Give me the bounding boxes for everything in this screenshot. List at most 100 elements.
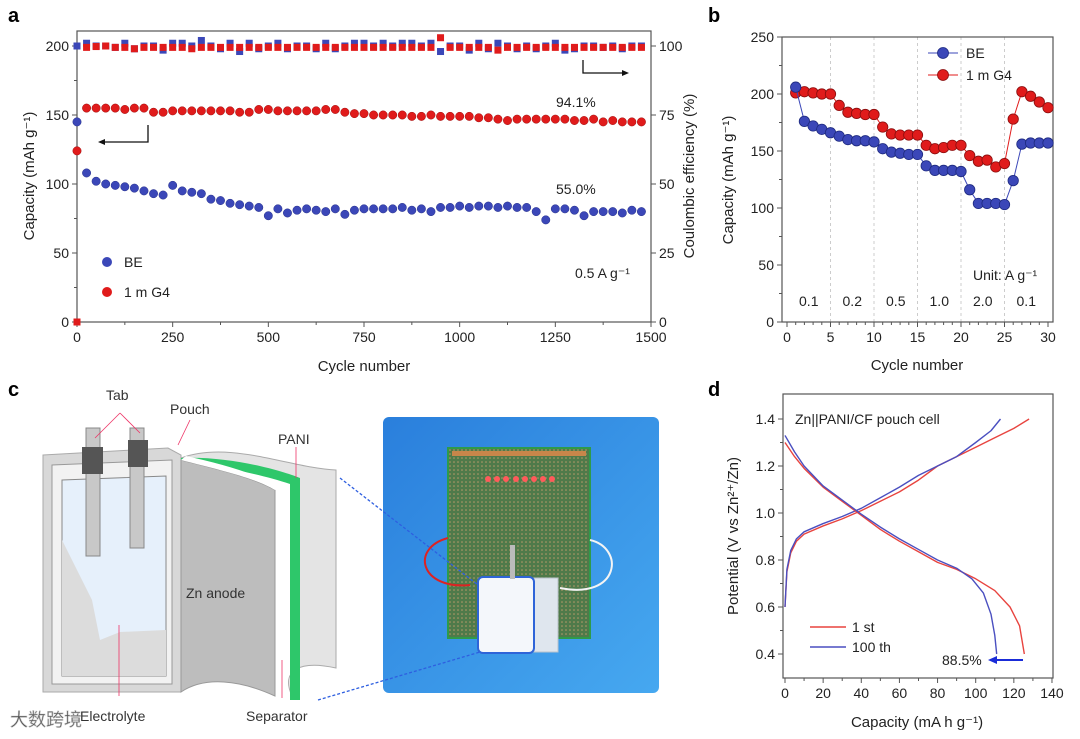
a-capacity-point-g4 [550, 114, 560, 124]
b-legend-marker-g4 [937, 69, 949, 81]
b-xlabel: Cycle number [871, 357, 964, 374]
pouch-cell [477, 576, 535, 654]
d-legend-100th: 100 th [852, 639, 891, 655]
a-capacity-point-g4 [349, 109, 359, 119]
a-ce-point-g4 [130, 45, 138, 53]
a-ce-point-be [427, 39, 435, 47]
a-capacity-point-be [416, 204, 426, 214]
b-ylabel: Capacity (mAh g⁻¹) [720, 116, 737, 245]
a-ce-point-g4 [140, 43, 148, 51]
a-capacity-point-be [397, 203, 407, 212]
d-curve-100th-charge [784, 418, 1002, 608]
a-ce-point-g4 [92, 43, 100, 51]
a-ce-point-g4 [188, 45, 196, 53]
a-capacity-point-be [72, 117, 82, 127]
a-ce-point-g4 [255, 43, 263, 51]
cell-tab [510, 545, 515, 579]
label-zn-anode: Zn anode [186, 585, 245, 601]
a-capacity-point-be [129, 183, 139, 193]
panel-label-a: a [8, 5, 20, 27]
a-ce-point-g4 [408, 43, 416, 51]
a-capacity-point-g4 [283, 106, 292, 116]
watermark: 大数跨境 [10, 710, 82, 730]
a-capacity-point-be [388, 204, 398, 214]
a-ce-point-g4 [217, 43, 224, 51]
a-ce-point-be [350, 39, 358, 47]
a-capacity-point-g4 [416, 111, 426, 121]
b-point-be [920, 160, 932, 172]
b-point-g4 [833, 99, 845, 112]
a-capacity-point-g4 [531, 114, 541, 124]
a-capacity-point-be [608, 207, 618, 217]
a-y2tick-label: 0 [659, 314, 667, 330]
a-xtick-label: 1000 [444, 329, 475, 345]
a-capacity-point-be [483, 201, 493, 211]
b-point-g4 [1042, 102, 1054, 114]
a-capacity-point-be [445, 203, 455, 212]
a-capacity-point-g4 [388, 110, 398, 120]
a-capacity-point-be [302, 204, 312, 214]
a-capacity-point-be [283, 208, 292, 218]
label-tab: Tab [106, 387, 129, 403]
a-ce-point-g4 [456, 43, 464, 51]
a-ce-point-be [494, 39, 502, 47]
a-capacity-point-be [311, 205, 321, 215]
d-xtick-label: 60 [892, 685, 908, 701]
b-point-be [964, 184, 976, 196]
a-ce-point-g4 [570, 43, 578, 51]
a-ce-point-be [226, 39, 234, 47]
a-ce-point-g4 [331, 43, 339, 51]
a-capacity-point-be [503, 201, 512, 211]
b-legend-marker-be [937, 47, 949, 59]
a-capacity-point-be [120, 182, 130, 192]
a-legend-g4: 1 m G4 [124, 284, 170, 300]
a-ce-point-be [197, 36, 205, 44]
a-capacity-point-be [206, 194, 216, 204]
a-ce-point-g4 [73, 318, 81, 326]
d-ytick-label: 0.6 [756, 599, 776, 615]
a-capacity-point-g4 [436, 111, 445, 121]
a-ce-point-g4 [551, 43, 559, 51]
zn-anode-sheet [180, 459, 276, 697]
a-capacity-point-g4 [263, 105, 273, 114]
a-xtick-label: 750 [352, 329, 376, 345]
pouch-cell-back [533, 577, 559, 653]
a-capacity-point-g4 [493, 114, 503, 124]
a-capacity-point-g4 [302, 106, 312, 116]
a-ytick-label: 0 [61, 314, 69, 330]
a-ce-point-g4 [561, 43, 569, 51]
a-ce-point-g4 [580, 43, 588, 51]
label-pouch: Pouch [170, 401, 210, 417]
a-capacity-point-g4 [340, 107, 350, 117]
a-capacity-point-g4 [225, 106, 235, 116]
a-ce-point-be [398, 39, 406, 47]
b-legend-be: BE [966, 45, 985, 61]
d-xtick-label: 140 [1040, 685, 1064, 701]
a-ce-point-g4 [159, 43, 167, 51]
a-capacity-point-g4 [445, 111, 455, 121]
b-xtick-label: 15 [910, 329, 926, 345]
a-capacity-point-be [216, 196, 225, 206]
a-ce-point-g4 [427, 43, 435, 51]
a-capacity-point-g4 [617, 117, 627, 127]
a-capacity-point-be [321, 207, 331, 217]
a-legend-marker-g4 [102, 287, 112, 297]
tab-pointer-left [94, 412, 121, 439]
a-capacity-point-g4 [579, 116, 589, 125]
a-capacity-point-be [541, 215, 551, 225]
a-capacity-point-be [263, 211, 273, 221]
d-xtick-label: 100 [964, 685, 988, 701]
a-ce-point-g4 [446, 43, 454, 51]
a-capacity-point-g4 [541, 114, 551, 124]
a-capacity-point-be [82, 168, 92, 178]
zoom-connector-top [339, 477, 479, 586]
panel-c-photo [383, 417, 659, 693]
b-ytick-label: 250 [751, 29, 775, 45]
tab-seal-right [128, 440, 148, 467]
a-capacity-point-g4 [273, 106, 283, 116]
a-capacity-point-be [407, 205, 417, 215]
a-ce-point-g4 [475, 43, 483, 51]
a-capacity-point-g4 [101, 103, 111, 113]
a-capacity-point-g4 [177, 106, 187, 116]
